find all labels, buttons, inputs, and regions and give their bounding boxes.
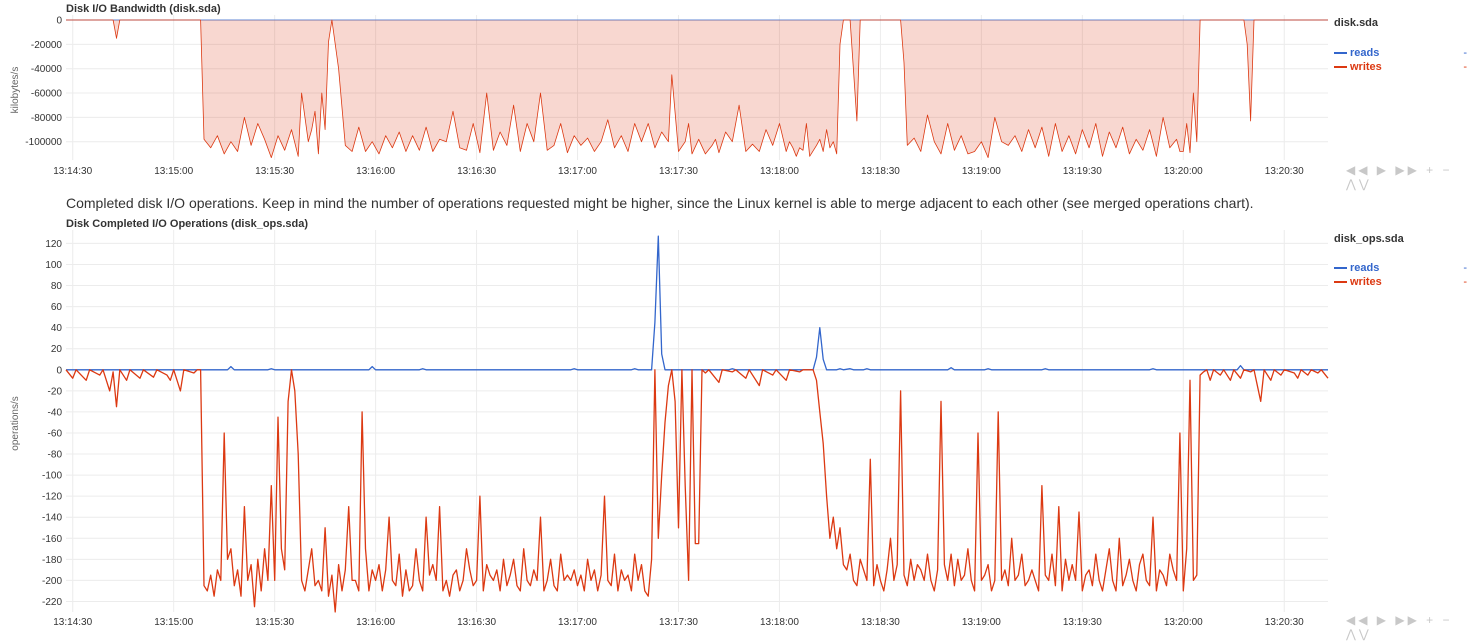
y-tick-label: -40 — [48, 407, 63, 418]
legend-item-reads[interactable]: reads - — [1334, 262, 1467, 274]
x-tick-label: 13:20:00 — [1164, 617, 1203, 628]
bandwidth-chart: Disk I/O Bandwidth (disk.sda) 0 -20000 -40… — [0, 0, 1477, 191]
bandwidth-toolbar[interactable]: ◀◀ ▶ ▶▶ + − ⋀⋁ — [1346, 163, 1453, 191]
legend-label-reads: reads — [1350, 262, 1380, 274]
x-tick-label: 13:17:00 — [558, 617, 597, 628]
x-tick-label: 13:19:30 — [1063, 166, 1102, 177]
x-tick-label: 13:17:30 — [659, 166, 698, 177]
x-tick-label: 13:20:30 — [1265, 166, 1304, 177]
x-tick-label: 13:19:00 — [962, 617, 1001, 628]
y-tick-label: -80000 — [31, 113, 63, 124]
y-tick-label: -20000 — [31, 40, 63, 51]
legend-item-writes[interactable]: writes - — [1334, 61, 1467, 73]
x-tick-label: 13:16:30 — [457, 166, 496, 177]
legend-value-reads: - — [1463, 262, 1467, 274]
ops-chart-title: Disk Completed I/O Operations (disk_ops.… — [66, 218, 309, 230]
y-axis-label: operations/s — [10, 396, 21, 450]
bandwidth-legend-title: disk.sda — [1334, 17, 1379, 29]
series-line-writes — [66, 19, 1328, 158]
bandwidth-plot[interactable]: 0 -20000 -40000 -60000 -80000 -100000 13:14:30… — [0, 0, 1334, 185]
x-tick-label: 13:16:00 — [356, 166, 395, 177]
x-tick-label: 13:16:30 — [457, 617, 496, 628]
y-tick-label: 20 — [51, 344, 63, 355]
y-tick-label: -100 — [42, 471, 62, 482]
x-tick-label: 13:15:00 — [154, 617, 193, 628]
writes-swatch — [1334, 281, 1347, 284]
ops-legend-title: disk_ops.sda — [1334, 233, 1404, 245]
x-tick-label: 13:18:30 — [861, 617, 900, 628]
y-tick-label: -160 — [42, 534, 62, 545]
y-tick-label: 0 — [56, 16, 62, 27]
y-tick-label: 80 — [51, 281, 63, 292]
x-tick-label: 13:20:00 — [1164, 166, 1203, 177]
ops-plot[interactable]: 120 100 80 60 40 20 0 -20 -40 -60 -80 -100 -120 -140 -… — [0, 215, 1334, 634]
reads-swatch — [1334, 267, 1347, 270]
ops-legend: disk_ops.sda reads - writes - — [1334, 233, 1474, 303]
y-tick-label: -20 — [48, 386, 63, 397]
x-tick-label: 13:16:00 — [356, 617, 395, 628]
x-tick-label: 13:17:30 — [659, 617, 698, 628]
y-tick-label: -140 — [42, 513, 62, 524]
y-tick-label: 100 — [45, 260, 62, 271]
legend-item-writes[interactable]: writes - — [1334, 276, 1467, 288]
legend-value-writes: - — [1463, 276, 1467, 288]
x-tick-label: 13:20:30 — [1265, 617, 1304, 628]
y-axis-label: kilobytes/s — [10, 67, 21, 114]
y-tick-label: -180 — [42, 555, 62, 566]
x-tick-label: 13:19:30 — [1063, 617, 1102, 628]
y-tick-label: 60 — [51, 302, 63, 313]
y-tick-label: -100000 — [25, 137, 62, 148]
series-line-reads — [66, 235, 1328, 371]
legend-value-writes: - — [1463, 61, 1467, 73]
series-area-writes — [66, 20, 1328, 158]
ops-toolbar[interactable]: ◀◀ ▶ ▶▶ + − ⋀⋁ — [1346, 613, 1453, 641]
y-tick-label: -60000 — [31, 89, 63, 100]
legend-label-writes: writes — [1350, 276, 1382, 288]
writes-swatch — [1334, 66, 1347, 69]
y-tick-label: -120 — [42, 492, 62, 503]
ops-description: Completed disk I/O operations. Keep in m… — [66, 195, 1254, 211]
x-tick-label: 13:18:00 — [760, 166, 799, 177]
x-tick-label: 13:17:00 — [558, 166, 597, 177]
x-tick-label: 13:19:00 — [962, 166, 1001, 177]
y-tick-label: -80 — [48, 450, 63, 461]
x-tick-label: 13:14:30 — [53, 617, 92, 628]
legend-label-writes: writes — [1350, 61, 1382, 73]
y-tick-label: -200 — [42, 576, 62, 587]
bandwidth-legend: disk.sda reads - writes - — [1334, 17, 1474, 87]
bandwidth-chart-title: Disk I/O Bandwidth (disk.sda) — [66, 3, 221, 15]
y-tick-label: -60 — [48, 428, 63, 439]
x-tick-label: 13:15:00 — [154, 166, 193, 177]
legend-value-reads: - — [1463, 47, 1467, 59]
legend-item-reads[interactable]: reads - — [1334, 47, 1467, 59]
x-tick-label: 13:15:30 — [255, 617, 294, 628]
reads-swatch — [1334, 52, 1347, 55]
y-tick-label: -220 — [42, 597, 62, 608]
y-tick-label: 0 — [56, 365, 62, 376]
x-tick-label: 13:15:30 — [255, 166, 294, 177]
ops-chart: Disk Completed I/O Operations (disk_ops.… — [0, 215, 1477, 641]
x-tick-label: 13:18:00 — [760, 617, 799, 628]
x-tick-label: 13:14:30 — [53, 166, 92, 177]
y-tick-label: -40000 — [31, 64, 63, 75]
x-tick-label: 13:18:30 — [861, 166, 900, 177]
y-tick-label: 120 — [45, 239, 62, 250]
y-tick-label: 40 — [51, 323, 63, 334]
legend-label-reads: reads — [1350, 47, 1380, 59]
series-line-writes — [65, 369, 1329, 613]
